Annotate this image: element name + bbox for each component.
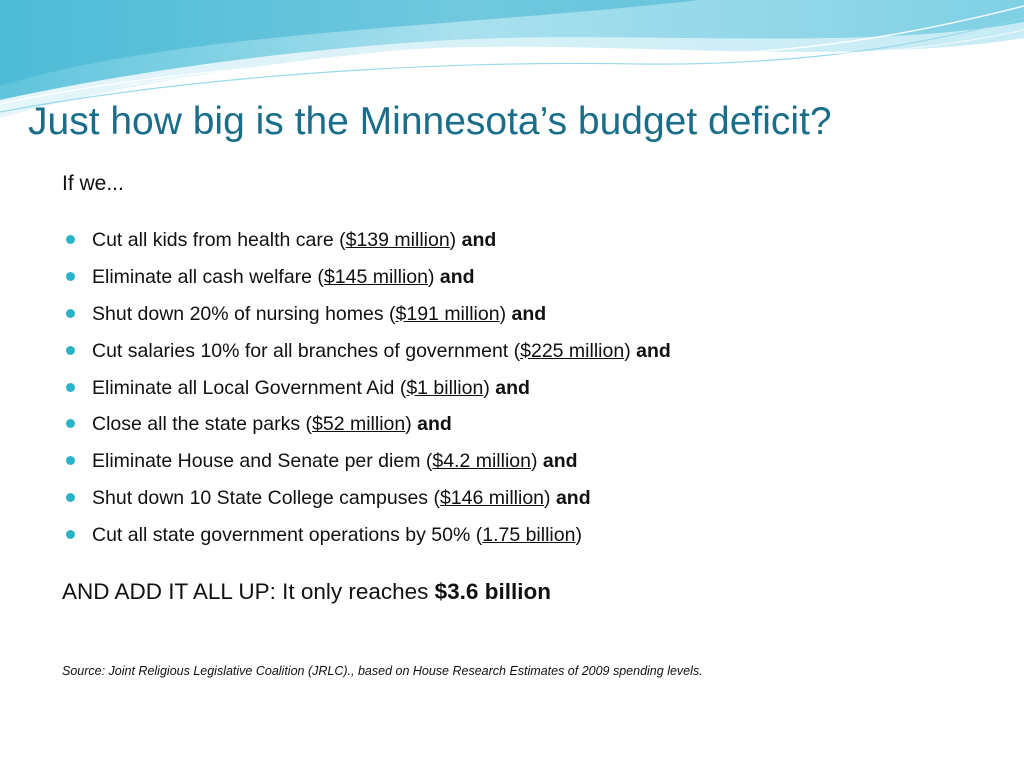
bullet-dot-icon — [66, 271, 75, 281]
bullet-list: Cut all kids from health care ($139 mill… — [62, 224, 962, 556]
summary-total: $3.6 billion — [434, 579, 551, 604]
bullet-conjunction: and — [439, 265, 475, 288]
bullet-text: Eliminate House and Senate per diem ( — [92, 450, 433, 473]
bullet-dot-icon — [66, 419, 75, 429]
bullet-item: Cut all kids from health care ($139 mill… — [62, 224, 962, 261]
bullet-item: Cut all state government operations by 5… — [62, 519, 962, 556]
bullet-suffix: ) — [499, 302, 507, 325]
bullet-item: Shut down 10 State College campuses ($14… — [62, 482, 962, 519]
bullet-suffix: ) — [428, 265, 435, 288]
bullet-item: Eliminate all Local Government Aid ($1 b… — [62, 372, 962, 409]
bullet-dot-icon — [66, 530, 75, 540]
slide-title: Just how big is the Minnesota’s budget d… — [28, 100, 832, 143]
bullet-item: Eliminate House and Senate per diem ($4.… — [62, 445, 962, 482]
bullet-amount: $146 million — [439, 487, 545, 510]
bullet-dot-icon — [66, 308, 75, 318]
bullet-suffix: ) — [531, 450, 538, 473]
bullet-suffix: ) — [624, 339, 631, 362]
bullet-conjunction: and — [461, 229, 497, 251]
bullet-suffix: ) — [449, 229, 457, 251]
intro-text: If we... — [62, 172, 124, 195]
bullet-suffix: ) — [405, 413, 412, 436]
bullet-conjunction: and — [417, 413, 452, 436]
bullet-text: Close all the state parks ( — [92, 413, 313, 436]
bullet-suffix: ) — [483, 376, 490, 399]
bullet-amount: $145 million — [323, 265, 428, 288]
bullet-text: Cut salaries 10% for all branches of gov… — [92, 339, 521, 362]
bullet-dot-icon — [66, 235, 75, 244]
source-citation: Source: Joint Religious Legislative Coal… — [62, 664, 703, 678]
bullet-item: Eliminate all cash welfare ($145 million… — [62, 261, 962, 298]
bullet-amount: $191 million — [395, 302, 500, 325]
bullet-dot-icon — [66, 345, 75, 355]
bullet-amount: 1.75 billion — [482, 524, 576, 547]
bullet-amount: $52 million — [312, 413, 406, 436]
bullet-text: Shut down 10 State College campuses ( — [92, 487, 440, 510]
bullet-item: Close all the state parks ($52 million) … — [62, 408, 962, 445]
bullet-item: Shut down 20% of nursing homes ($191 mil… — [62, 298, 962, 335]
bullet-conjunction: and — [555, 487, 591, 510]
bullet-amount: $4.2 million — [432, 450, 531, 473]
bullet-text: Shut down 20% of nursing homes ( — [92, 302, 396, 325]
bullet-text: Cut all state government operations by 5… — [92, 524, 483, 547]
bullet-text: Eliminate all Local Government Aid ( — [92, 376, 407, 399]
bullet-dot-icon — [66, 493, 75, 503]
bullet-text: Cut all kids from health care ( — [92, 229, 346, 251]
bullet-text: Eliminate all cash welfare ( — [92, 265, 324, 288]
bullet-amount: $1 billion — [406, 376, 484, 399]
bullet-dot-icon — [66, 382, 75, 392]
bullet-suffix: ) — [575, 524, 582, 547]
bullet-suffix: ) — [544, 487, 551, 510]
bullet-conjunction: and — [636, 339, 671, 362]
summary-text: AND ADD IT ALL UP: It only reaches $3.6 … — [62, 579, 551, 605]
bullet-dot-icon — [66, 456, 75, 466]
bullet-item: Cut salaries 10% for all branches of gov… — [62, 335, 962, 372]
bullet-conjunction: and — [542, 450, 578, 473]
bullet-conjunction: and — [495, 376, 530, 399]
summary-prefix: AND ADD IT ALL UP: It only reaches — [62, 579, 435, 604]
bullet-amount: $139 million — [345, 229, 450, 251]
bullet-amount: $225 million — [520, 339, 625, 362]
bullet-conjunction: and — [511, 302, 547, 325]
header-wave-decoration — [0, 0, 1024, 118]
